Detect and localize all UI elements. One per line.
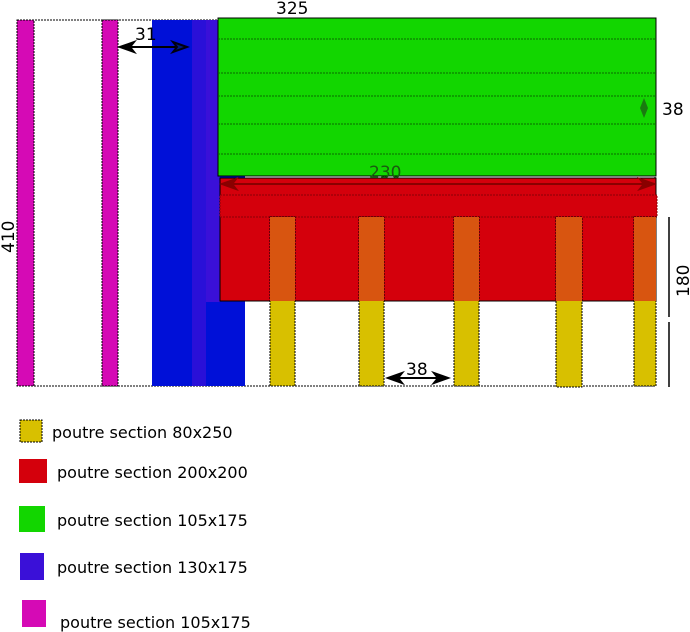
post-overlap-4	[556, 217, 582, 301]
dim-410: 410	[0, 221, 19, 253]
legend: poutre section 80x250 poutre section 200…	[19, 419, 251, 632]
arrow-head	[117, 39, 137, 55]
dim-arrow-38-right	[640, 98, 648, 118]
legend-label-4: poutre section 130x175	[57, 558, 248, 577]
legend-swatch-magenta	[22, 600, 46, 627]
legend-label-3: poutre section 105x175	[57, 511, 248, 530]
post-overlap-3	[454, 217, 479, 301]
dim-230: 230	[369, 163, 401, 183]
violet-beam-1	[192, 20, 206, 386]
dim-arrow-230	[219, 176, 657, 192]
dim-325: 325	[276, 0, 308, 19]
dim-31: 31	[135, 25, 157, 45]
dim-38-right: 38	[662, 100, 684, 120]
dim-180: 180	[674, 265, 690, 297]
legend-label-5: poutre section 105x175	[60, 613, 251, 632]
post-overlap-1	[270, 217, 295, 301]
magenta-beam-2	[101, 19, 119, 387]
legend-swatch-violet	[20, 553, 44, 580]
yellow-posts	[269, 216, 657, 388]
green-beams	[217, 17, 657, 177]
dim-38-bottom: 38	[406, 360, 428, 380]
legend-label-2: poutre section 200x200	[57, 463, 248, 482]
magenta-beam-1	[16, 19, 35, 387]
red-beam-strip	[219, 194, 658, 218]
legend-label-1: poutre section 80x250	[52, 423, 233, 442]
violet-beam-2	[206, 20, 220, 302]
legend-swatch-red	[19, 459, 47, 483]
post-overlap-2	[359, 217, 384, 301]
legend-swatch-green	[19, 506, 45, 532]
legend-swatch-yellow	[19, 419, 43, 443]
post-overlap-5	[634, 217, 656, 301]
green-beam-lines	[218, 38, 656, 155]
